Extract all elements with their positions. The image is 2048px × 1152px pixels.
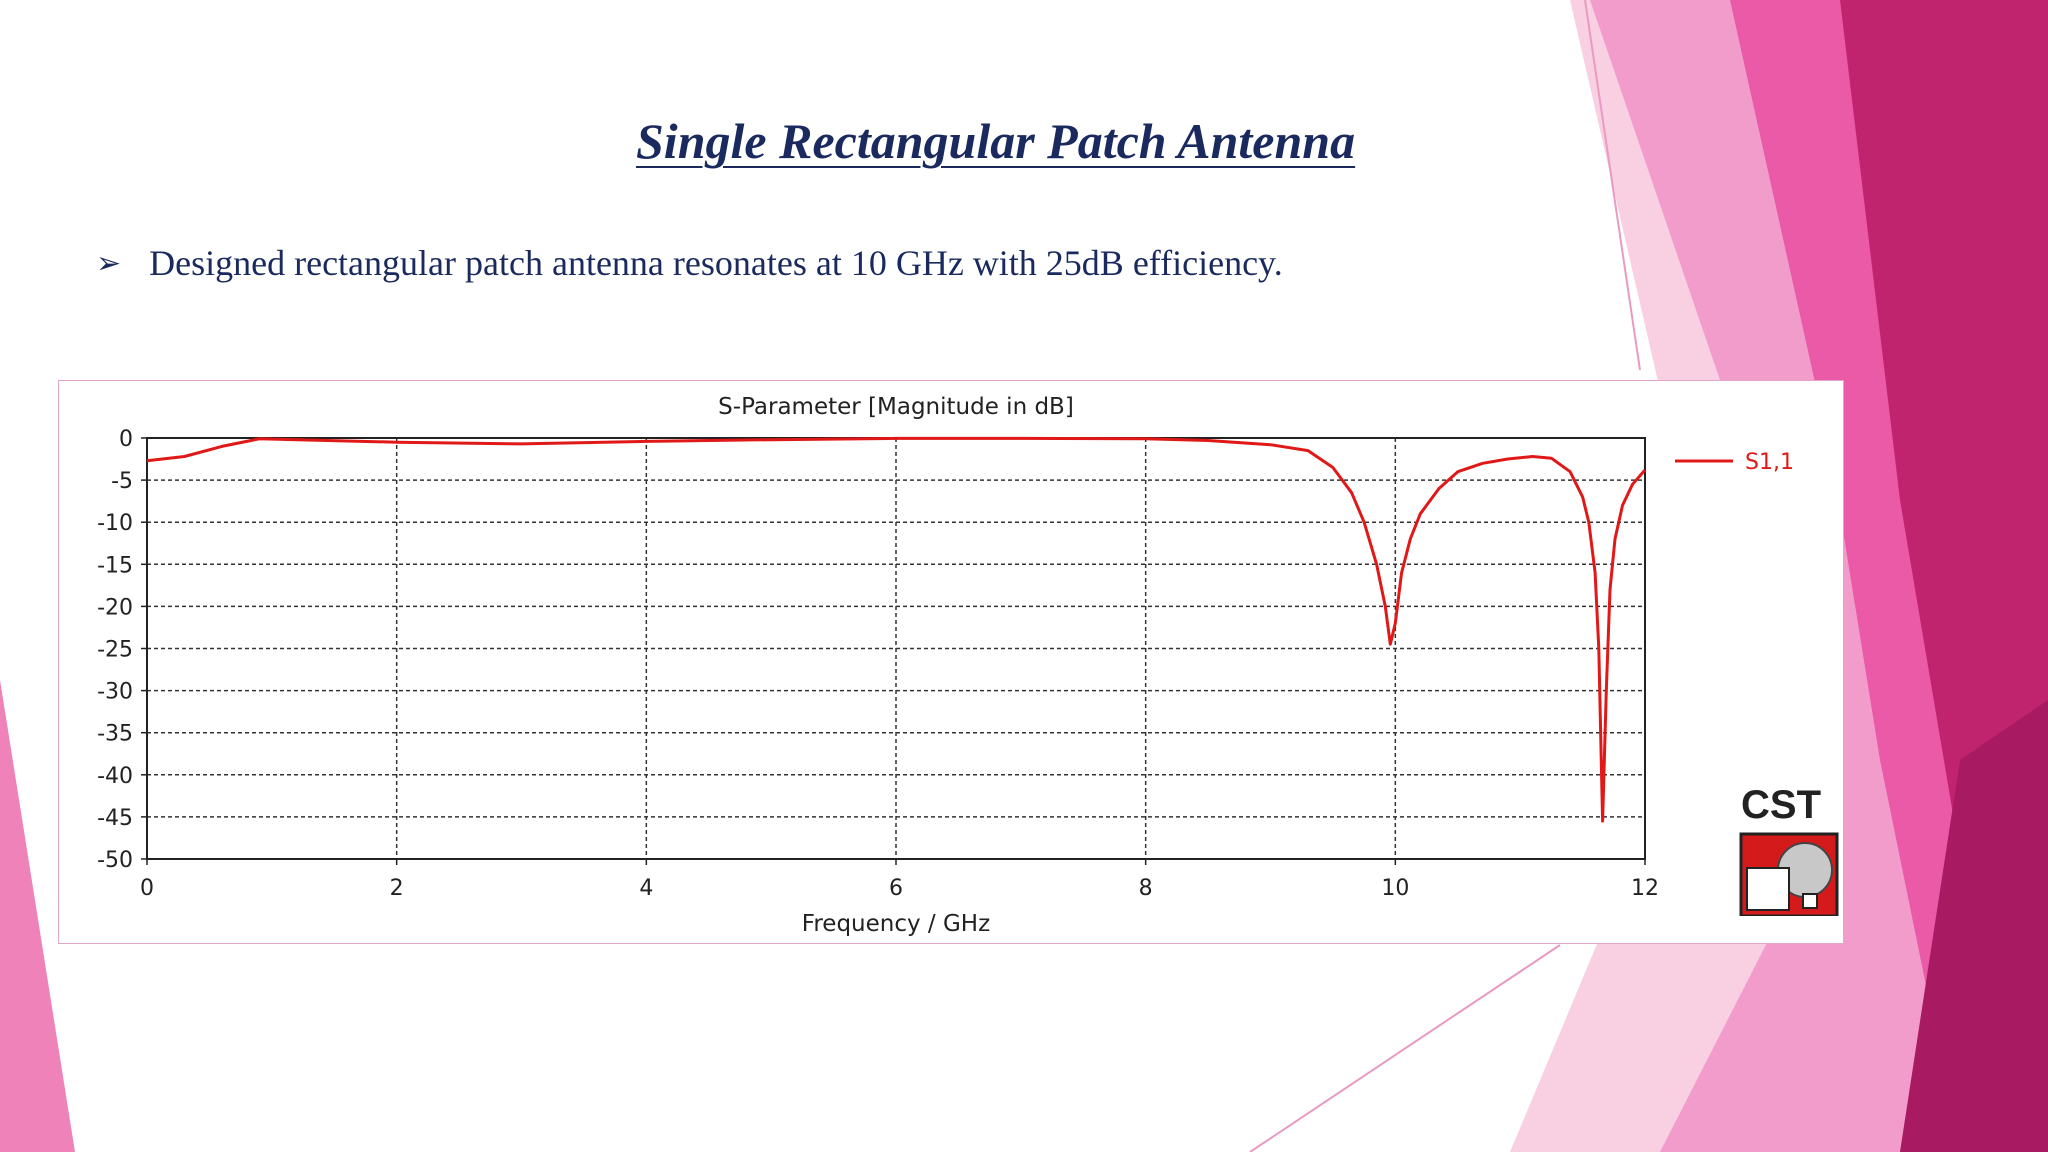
x-tick-label: 0	[140, 876, 154, 901]
y-tick-label: -35	[97, 722, 133, 747]
x-tick-label: 2	[390, 876, 404, 901]
y-tick-label: -25	[97, 638, 133, 663]
magenta-shape-deep	[1900, 700, 2048, 1152]
s-parameter-chart: S-Parameter [Magnitude in dB]0 2 4 6 8 10 120-…	[97, 394, 1794, 937]
y-tick-label: -50	[97, 848, 133, 873]
chart-panel: S-Parameter [Magnitude in dB] 0 2 4 6 8 10 12 0-…	[58, 380, 1844, 944]
bullet-item: ➢ Designed rectangular patch antenna res…	[96, 242, 1283, 284]
x-tick-label: 10	[1381, 876, 1409, 901]
chart-title: S-Parameter [Magnitude in dB]	[718, 394, 1074, 420]
y-tick-label: -45	[97, 806, 133, 831]
pink-shape-left	[0, 680, 75, 1152]
cst-logo: CST	[1739, 783, 1839, 916]
y-tick-label: -30	[97, 680, 133, 705]
series-line-s11	[146, 436, 1647, 823]
cst-logo-text: CST	[1741, 783, 1821, 827]
y-tick-label: -40	[97, 764, 133, 789]
decor-line	[1249, 944, 1561, 1152]
y-tick-label: -10	[97, 511, 133, 536]
y-tick-label: -5	[111, 469, 133, 494]
decor-line	[1584, 0, 1641, 371]
slide-title: Single Rectangular Patch Antenna	[636, 113, 1356, 169]
y-tick-label: -20	[97, 595, 133, 620]
x-axis-label: Frequency / GHz	[802, 911, 990, 937]
legend-label: S1,1	[1745, 450, 1794, 475]
x-tick-label: 4	[639, 876, 653, 901]
x-tick-label: 12	[1631, 876, 1659, 901]
bullet-arrow-icon: ➢	[96, 246, 122, 280]
cst-logo-small-cube	[1802, 893, 1818, 909]
x-tick-label: 6	[889, 876, 903, 901]
bullet-text: Designed rectangular patch antenna reson…	[149, 243, 1283, 283]
y-tick-label: -15	[97, 553, 133, 578]
cst-logo-cube	[1746, 867, 1790, 911]
y-tick-label: 0	[119, 427, 133, 452]
x-tick-label: 8	[1139, 876, 1153, 901]
